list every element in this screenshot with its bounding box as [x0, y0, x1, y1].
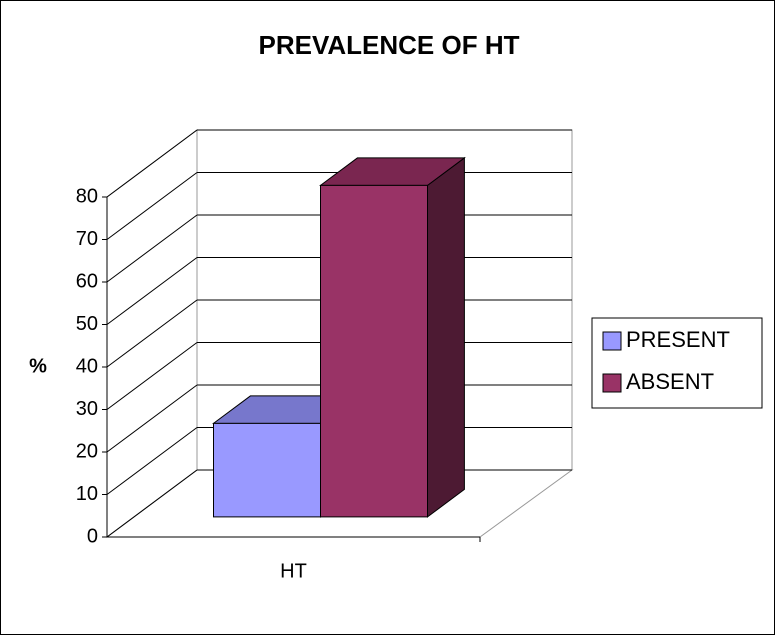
y-tick-label: 50: [76, 313, 98, 335]
y-tick-label: 40: [76, 355, 98, 377]
grid-line: [106, 214, 198, 283]
bar: [213, 422, 321, 518]
legend-swatch: [602, 373, 622, 393]
x-tick-label: HT: [280, 560, 307, 582]
y-tick-label: 0: [87, 525, 98, 547]
grid-line: [106, 427, 198, 495]
grid-line: [106, 172, 198, 240]
grid-line: [106, 384, 198, 453]
grid-line: [106, 129, 198, 198]
legend-swatch: [602, 331, 622, 351]
y-tick-label: 60: [76, 270, 98, 292]
legend-label: ABSENT: [626, 369, 714, 394]
y-tick-label: 10: [76, 483, 98, 505]
y-tick-label: 20: [76, 440, 98, 462]
y-axis-label: %: [29, 355, 47, 377]
legend: PRESENT ABSENT: [591, 317, 763, 409]
grid-line: [106, 469, 198, 538]
chart-title: PREVALENCE OF HT: [259, 30, 520, 60]
grid-line: [106, 257, 198, 325]
y-tick-label: 70: [76, 228, 98, 250]
grid-line: [106, 342, 198, 410]
y-tick-label: 30: [76, 398, 98, 420]
bar-side: [427, 156, 465, 518]
bar: [320, 184, 428, 518]
legend-label: PRESENT: [626, 327, 730, 352]
grid-line: [106, 299, 198, 368]
y-tick-label: 80: [76, 185, 98, 207]
